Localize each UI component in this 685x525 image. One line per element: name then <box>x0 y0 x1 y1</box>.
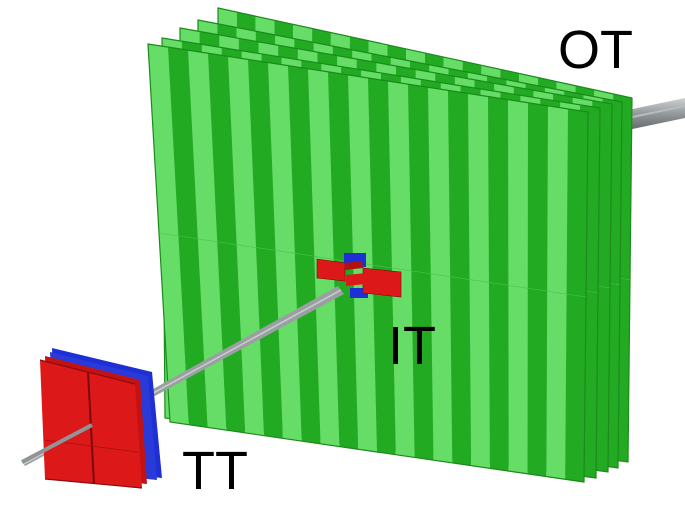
tt-station <box>21 348 162 489</box>
ot-midline <box>158 232 587 298</box>
it-box-right <box>362 267 402 298</box>
it-box-left <box>316 258 346 282</box>
ot-label: OT <box>558 20 633 80</box>
it-label: IT <box>388 316 436 376</box>
ot-plane-edge <box>147 43 589 483</box>
it-box-bottom-blue <box>350 288 368 298</box>
ot-plane <box>147 43 589 483</box>
tt-label: TT <box>182 441 248 501</box>
outer-tracker <box>147 7 633 483</box>
inner-tracker <box>316 253 402 298</box>
